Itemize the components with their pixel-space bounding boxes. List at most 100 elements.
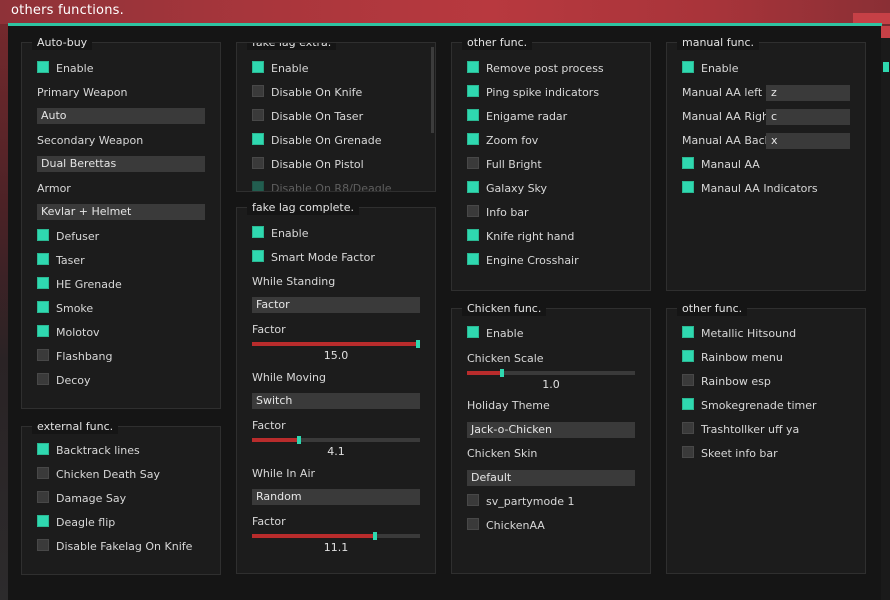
- manual-aa-left-key[interactable]: z: [766, 85, 850, 101]
- checkbox-box[interactable]: [37, 277, 49, 289]
- fakelag-enable-checkbox[interactable]: Enable: [252, 226, 308, 242]
- holiday-theme-select[interactable]: Jack-o-Chicken: [467, 422, 635, 438]
- checkbox-box[interactable]: [252, 61, 264, 73]
- autobuy-item-checkbox[interactable]: Defuser: [37, 229, 99, 245]
- checkbox-box[interactable]: [37, 229, 49, 241]
- slider-handle[interactable]: [416, 340, 420, 348]
- air-select[interactable]: Random: [252, 489, 420, 505]
- checkbox-box[interactable]: [252, 109, 264, 121]
- checkbox-box[interactable]: [37, 373, 49, 385]
- fakelag-extra-item-checkbox[interactable]: Enable: [252, 61, 308, 77]
- checkbox-box[interactable]: [252, 133, 264, 145]
- chicken-skin-select[interactable]: Default: [467, 470, 635, 486]
- checkbox-box[interactable]: [682, 326, 694, 338]
- checkbox-box[interactable]: [252, 181, 264, 191]
- primary-weapon-select[interactable]: Auto: [37, 108, 205, 124]
- manual-enable-checkbox[interactable]: Enable: [682, 61, 738, 77]
- armor-select[interactable]: Kevlar + Helmet: [37, 204, 205, 220]
- other-func-item-checkbox[interactable]: Info bar: [467, 205, 529, 221]
- other-func-2-item-checkbox[interactable]: Rainbow esp: [682, 374, 771, 390]
- external-item-checkbox[interactable]: Deagle flip: [37, 515, 115, 531]
- other-func-item-checkbox[interactable]: Knife right hand: [467, 229, 574, 245]
- checkbox-box[interactable]: [37, 443, 49, 455]
- autobuy-enable-checkbox[interactable]: Enable: [37, 61, 93, 77]
- checkbox-box[interactable]: [467, 205, 479, 217]
- fakelag-extra-item-checkbox[interactable]: Disable On Pistol: [252, 157, 364, 173]
- other-func-item-checkbox[interactable]: Enigame radar: [467, 109, 567, 125]
- checkbox-box[interactable]: [682, 61, 694, 73]
- external-item-checkbox[interactable]: Chicken Death Say: [37, 467, 160, 483]
- checkbox-box[interactable]: [37, 515, 49, 527]
- fakelag-extra-item-checkbox[interactable]: Disable On Grenade: [252, 133, 381, 149]
- checkbox-box[interactable]: [467, 133, 479, 145]
- checkbox-box[interactable]: [467, 253, 479, 265]
- checkbox-box[interactable]: [467, 181, 479, 193]
- fakelag-extra-item-checkbox[interactable]: Disable On R8/Deagle: [252, 181, 392, 191]
- autobuy-item-checkbox[interactable]: Flashbang: [37, 349, 113, 365]
- external-item-checkbox[interactable]: Backtrack lines: [37, 443, 140, 459]
- external-item-checkbox[interactable]: Damage Say: [37, 491, 126, 507]
- checkbox-box[interactable]: [682, 398, 694, 410]
- moving-factor-slider[interactable]: [252, 436, 420, 444]
- standing-select[interactable]: Factor: [252, 297, 420, 313]
- external-item-checkbox[interactable]: Disable Fakelag On Knife: [37, 539, 192, 555]
- other-func-item-checkbox[interactable]: Remove post process: [467, 61, 604, 77]
- checkbox-box[interactable]: [467, 61, 479, 73]
- checkbox-box[interactable]: [37, 325, 49, 337]
- chickenaa-checkbox[interactable]: ChickenAA: [467, 518, 545, 534]
- checkbox-box[interactable]: [37, 301, 49, 313]
- checkbox-box[interactable]: [252, 85, 264, 97]
- checkbox-box[interactable]: [682, 181, 694, 193]
- autobuy-item-checkbox[interactable]: HE Grenade: [37, 277, 122, 293]
- manual-aa-back-key[interactable]: x: [766, 133, 850, 149]
- checkbox-box[interactable]: [467, 229, 479, 241]
- smart-mode-checkbox[interactable]: Smart Mode Factor: [252, 250, 375, 266]
- checkbox-box[interactable]: [37, 491, 49, 503]
- slider-handle[interactable]: [373, 532, 377, 540]
- moving-select[interactable]: Switch: [252, 393, 420, 409]
- checkbox-box[interactable]: [252, 226, 264, 238]
- chicken-scale-slider[interactable]: [467, 369, 635, 377]
- checkbox-box[interactable]: [682, 422, 694, 434]
- other-func-item-checkbox[interactable]: Galaxy Sky: [467, 181, 547, 197]
- checkbox-box[interactable]: [467, 157, 479, 169]
- other-func-2-item-checkbox[interactable]: Trashtollker uff ya: [682, 422, 799, 438]
- checkbox-box[interactable]: [37, 61, 49, 73]
- checkbox-box[interactable]: [252, 250, 264, 262]
- manual-aa-checkbox[interactable]: Manaul AA: [682, 157, 760, 173]
- checkbox-box[interactable]: [37, 253, 49, 265]
- other-func-2-item-checkbox[interactable]: Smokegrenade timer: [682, 398, 817, 414]
- checkbox-box[interactable]: [682, 446, 694, 458]
- checkbox-box[interactable]: [37, 539, 49, 551]
- slider-handle[interactable]: [500, 369, 504, 377]
- other-func-item-checkbox[interactable]: Ping spike indicators: [467, 85, 599, 101]
- checkbox-box[interactable]: [252, 157, 264, 169]
- fakelag-extra-item-checkbox[interactable]: Disable On Knife: [252, 85, 362, 101]
- checkbox-box[interactable]: [467, 85, 479, 97]
- air-factor-slider[interactable]: [252, 532, 420, 540]
- checkbox-box[interactable]: [682, 374, 694, 386]
- other-func-item-checkbox[interactable]: Zoom fov: [467, 133, 538, 149]
- other-func-2-item-checkbox[interactable]: Metallic Hitsound: [682, 326, 796, 342]
- fakelag-extra-item-checkbox[interactable]: Disable On Taser: [252, 109, 363, 125]
- checkbox-box[interactable]: [37, 349, 49, 361]
- standing-factor-slider[interactable]: [252, 340, 420, 348]
- checkbox-box[interactable]: [682, 157, 694, 169]
- checkbox-box[interactable]: [467, 326, 479, 338]
- checkbox-box[interactable]: [467, 109, 479, 121]
- autobuy-item-checkbox[interactable]: Taser: [37, 253, 85, 269]
- autobuy-item-checkbox[interactable]: Smoke: [37, 301, 93, 317]
- checkbox-box[interactable]: [467, 518, 479, 530]
- partymode-checkbox[interactable]: sv_partymode 1: [467, 494, 575, 510]
- chicken-enable-checkbox[interactable]: Enable: [467, 326, 523, 342]
- secondary-weapon-select[interactable]: Dual Berettas: [37, 156, 205, 172]
- manual-aa-right-key[interactable]: c: [766, 109, 850, 125]
- other-func-2-item-checkbox[interactable]: Rainbow menu: [682, 350, 783, 366]
- scrollbar[interactable]: [431, 47, 434, 133]
- slider-handle[interactable]: [297, 436, 301, 444]
- other-func-item-checkbox[interactable]: Full Bright: [467, 157, 542, 173]
- other-func-item-checkbox[interactable]: Engine Crosshair: [467, 253, 579, 269]
- autobuy-item-checkbox[interactable]: Decoy: [37, 373, 91, 389]
- manual-aa-indicators-checkbox[interactable]: Manaul AA Indicators: [682, 181, 818, 197]
- checkbox-box[interactable]: [37, 467, 49, 479]
